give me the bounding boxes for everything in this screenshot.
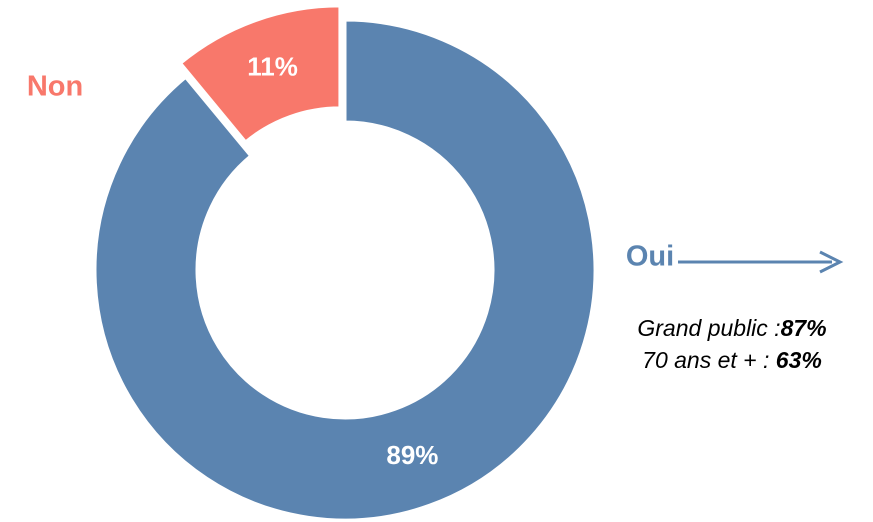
annotation: 70 ans et + : 63% — [642, 347, 822, 373]
annotation: Grand public :87% — [637, 315, 826, 341]
category-label: Non — [27, 71, 83, 103]
donut — [93, 4, 597, 522]
arrow-head — [819, 250, 844, 274]
annotation-value: 63% — [776, 347, 822, 373]
annotation-value: 87% — [781, 315, 827, 341]
category-label: Oui — [626, 241, 674, 273]
wedge — [93, 18, 597, 522]
annotation-label: 70 ans et + : — [642, 347, 776, 373]
annotation-label: Grand public : — [637, 315, 780, 341]
value-label: 89% — [386, 440, 438, 470]
wedge — [178, 4, 342, 144]
value-label: 11% — [247, 52, 298, 82]
